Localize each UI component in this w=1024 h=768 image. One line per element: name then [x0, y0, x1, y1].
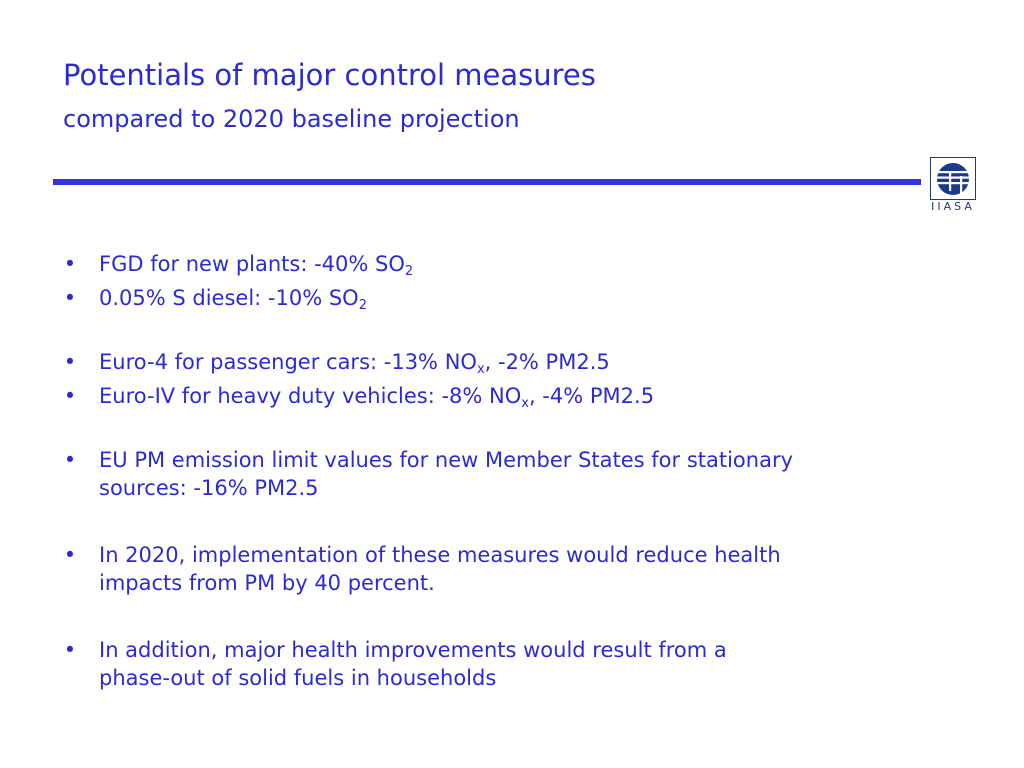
subscript: 2 — [358, 298, 367, 313]
bullet-item: • Euro-4 for passenger cars: -13% NOx, -… — [60, 348, 980, 376]
bullet-text-tail: , -2% PM2.5 — [484, 350, 610, 374]
bullet-text-line2: phase-out of solid fuels in households — [99, 666, 497, 690]
bullet-marker: • — [63, 543, 77, 567]
bullet-marker: • — [63, 384, 77, 408]
title-divider — [53, 179, 921, 185]
bullet-text-line2: sources: -16% PM2.5 — [99, 476, 319, 500]
bullet-text-line1: EU PM emission limit values for new Memb… — [99, 448, 794, 472]
bullet-text: FGD for new plants: -40% SO — [99, 252, 405, 276]
bullet-item: • Euro-IV for heavy duty vehicles: -8% N… — [60, 382, 980, 410]
bullet-text-line1: In addition, major health improvements w… — [99, 638, 727, 662]
logo-wordmark: IIASA — [931, 200, 975, 213]
bullet-item: • In addition, major health improvements… — [60, 636, 980, 692]
bullet-text-line1: In 2020, implementation of these measure… — [99, 543, 781, 567]
globe-icon — [930, 157, 976, 200]
bullet-item: • FGD for new plants: -40% SO2 — [60, 250, 980, 278]
bullet-text: Euro-IV for heavy duty vehicles: -8% NO — [99, 384, 522, 408]
bullet-text-line2: impacts from PM by 40 percent. — [99, 571, 435, 595]
bullet-marker: • — [63, 350, 77, 374]
bullet-marker: • — [63, 448, 77, 472]
bullet-item: • EU PM emission limit values for new Me… — [60, 446, 980, 502]
bullet-item: • In 2020, implementation of these measu… — [60, 541, 980, 597]
bullet-item: • 0.05% S diesel: -10% SO2 — [60, 284, 980, 312]
subscript: x — [476, 362, 485, 377]
bullet-text-tail: , -4% PM2.5 — [528, 384, 655, 408]
subscript: x — [521, 396, 529, 411]
bullet-marker: • — [63, 252, 77, 276]
bullet-marker: • — [63, 286, 77, 310]
slide-subtitle: compared to 2020 baseline projection — [63, 105, 520, 133]
subscript: 2 — [404, 264, 414, 279]
bullet-list: • FGD for new plants: -40% SO2 • 0.05% S… — [60, 250, 980, 692]
bullet-marker: • — [63, 638, 77, 662]
bullet-text: Euro-4 for passenger cars: -13% NO — [99, 350, 477, 374]
slide-title: Potentials of major control measures — [63, 58, 596, 92]
iiasa-logo: IIASA — [930, 157, 976, 215]
bullet-text: 0.05% S diesel: -10% SO — [99, 286, 359, 310]
